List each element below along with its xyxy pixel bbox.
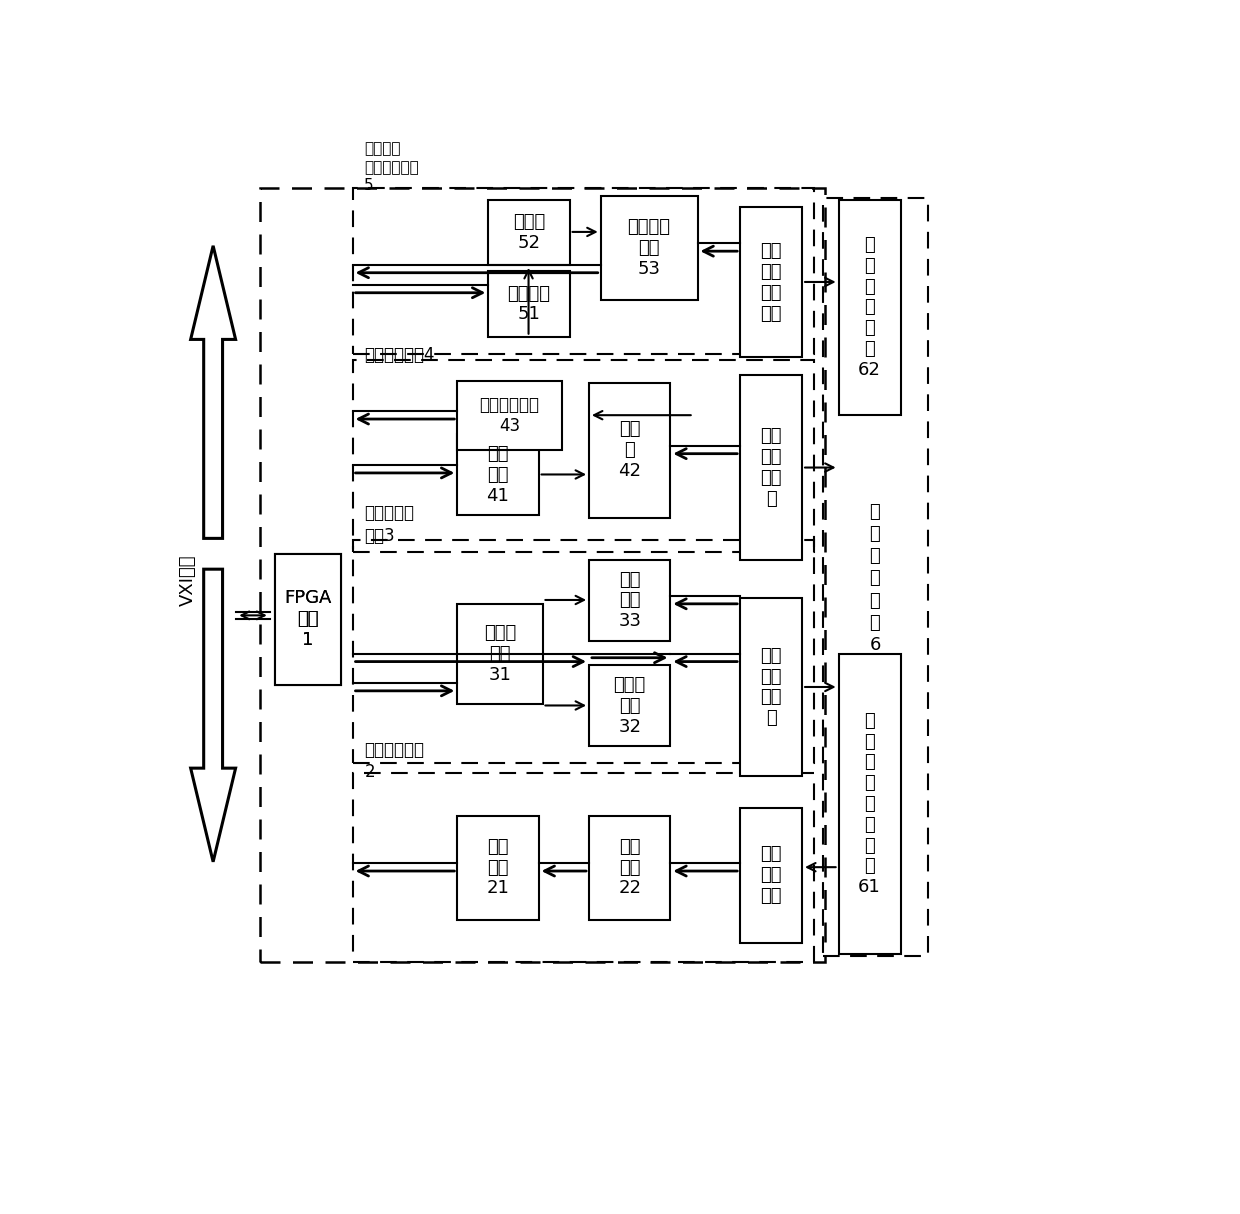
Bar [352, 359, 813, 552]
Bar [352, 773, 813, 961]
Text: 达林顿
阵列
31: 达林顿 阵列 31 [484, 624, 516, 683]
Bar [823, 198, 928, 957]
Text: 继电
器
42: 继电 器 42 [619, 420, 641, 480]
Bar [589, 665, 671, 747]
Text: 光耦
芯片
21: 光耦 芯片 21 [486, 838, 510, 897]
Bar [740, 375, 802, 560]
Text: 程控电
阻器
32: 程控电 阻器 32 [614, 676, 646, 736]
Text: 对
外
接
口
单
元
6: 对 外 接 口 单 元 6 [869, 503, 880, 654]
Text: 数字输入单元
2: 数字输入单元 2 [365, 741, 424, 781]
Bar [589, 560, 671, 641]
Text: 驱动芯片
51: 驱动芯片 51 [507, 284, 551, 323]
Text: VXI总线: VXI总线 [179, 555, 197, 607]
Bar [838, 654, 900, 954]
Text: 信号
器控
制通
道: 信号 器控 制通 道 [760, 427, 782, 507]
Bar [458, 603, 543, 704]
Text: 限流
电阻
33: 限流 电阻 33 [619, 571, 641, 630]
Text: 信号量输出
单元3: 信号量输出 单元3 [365, 504, 414, 545]
Bar [458, 380, 562, 450]
Text: FPGA
单元
1: FPGA 单元 1 [284, 590, 332, 649]
Bar [600, 195, 697, 300]
Text: 驱动
芯片
41: 驱动 芯片 41 [486, 446, 510, 505]
Bar [740, 208, 802, 357]
Bar [275, 554, 341, 685]
Text: 外
部
电
源
输
入
接
口
61: 外 部 电 源 输 入 接 口 61 [858, 711, 880, 896]
Text: 状态回读
电路
53: 状态回读 电路 53 [627, 217, 671, 278]
Bar [352, 540, 813, 764]
Bar [352, 188, 813, 353]
Bar [275, 554, 341, 685]
Text: 数字
输入
通道: 数字 输入 通道 [760, 845, 782, 906]
Polygon shape [191, 569, 236, 862]
Text: 信号
量输
出通
道: 信号 量输 出通 道 [760, 647, 782, 727]
Bar [838, 199, 900, 415]
Bar [259, 188, 826, 961]
Bar [589, 382, 671, 517]
Polygon shape [191, 245, 236, 538]
Bar [589, 816, 671, 919]
Text: 信
号
控
制
接
口
62: 信 号 控 制 接 口 62 [858, 236, 880, 379]
Text: FPGA
单元
1: FPGA 单元 1 [284, 590, 332, 649]
Bar [458, 816, 538, 919]
Text: 继电器
52: 继电器 52 [513, 212, 546, 251]
Bar [489, 271, 569, 336]
Bar [740, 807, 802, 942]
Text: 状态回读电路
43: 状态回读电路 43 [480, 396, 539, 435]
Text: 限流
电阻
22: 限流 电阻 22 [619, 838, 641, 897]
Bar [489, 199, 569, 265]
Bar [458, 435, 538, 515]
Text: 无源短接
信号检测单元
5: 无源短接 信号检测单元 5 [365, 141, 419, 193]
Text: 信号控制单元4: 信号控制单元4 [365, 346, 435, 364]
Text: 无源
短接
检测
通道: 无源 短接 检测 通道 [760, 242, 782, 323]
Bar [740, 599, 802, 776]
